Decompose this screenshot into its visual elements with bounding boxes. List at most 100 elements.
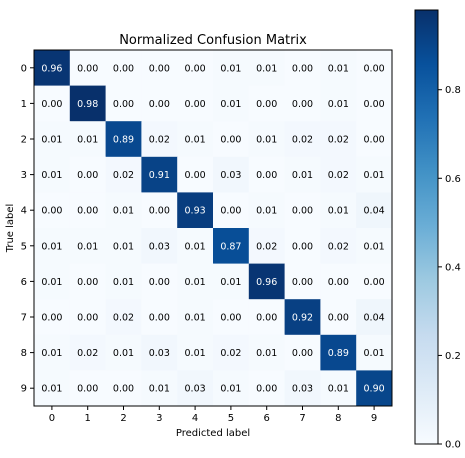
heatmap-cell [213, 228, 250, 264]
heatmap-cell [248, 156, 285, 193]
y-tick-label: 3 [21, 170, 27, 181]
cell-value-label: 0.03 [149, 241, 170, 252]
heatmap-cell [141, 228, 178, 264]
cell-value-label: 0.89 [113, 135, 134, 146]
heatmap-cell [356, 370, 393, 407]
cell-value-label: 0.01 [328, 99, 349, 110]
x-tick-label: 5 [228, 413, 234, 424]
cell-value-label: 0.01 [113, 206, 134, 217]
y-tick-label: 0 [21, 63, 27, 74]
cell-value-label: 0.01 [185, 313, 206, 324]
cell-value-label: 0.01 [41, 135, 62, 146]
heatmap-cell [213, 121, 250, 158]
cell-value-label: 0.03 [292, 384, 313, 395]
heatmap-cell [320, 263, 357, 300]
cell-value-label: 0.00 [256, 313, 277, 324]
heatmap-cell [356, 192, 393, 229]
heatmap-cell [284, 50, 321, 86]
heatmap-cell [284, 370, 321, 407]
heatmap-cell [248, 263, 285, 300]
cell-value-label: 0.01 [41, 384, 62, 395]
cell-value-label: 0.00 [328, 313, 349, 324]
heatmap-cell [69, 156, 106, 193]
heatmap-cell [141, 299, 178, 336]
cell-value-label: 0.00 [292, 277, 313, 288]
heatmap-cell [213, 156, 250, 193]
heatmap-cell [177, 50, 214, 86]
heatmap-cell [177, 299, 214, 336]
colorbar-tick-label: 0.2 [445, 351, 461, 362]
cell-value-label: 0.00 [292, 99, 313, 110]
heatmap-cell [320, 192, 357, 229]
heatmap-cell [141, 370, 178, 407]
heatmap-cell [105, 50, 142, 86]
heatmap-cell [284, 156, 321, 193]
heatmap-cell [105, 263, 142, 300]
heatmap-cell [105, 299, 142, 336]
y-tick-label: 1 [21, 99, 27, 110]
cell-value-label: 0.00 [185, 63, 206, 74]
cell-value-label: 0.02 [328, 241, 349, 252]
heatmap-cell [248, 370, 285, 407]
cell-value-label: 0.98 [77, 99, 98, 110]
cell-value-label: 0.02 [113, 170, 134, 181]
cell-value-label: 0.01 [41, 241, 62, 252]
cell-value-label: 0.00 [185, 99, 206, 110]
cell-value-label: 0.02 [256, 241, 277, 252]
heatmap-cell [69, 121, 106, 158]
cell-value-label: 0.00 [220, 206, 241, 217]
cell-value-label: 0.00 [220, 313, 241, 324]
heatmap-cell [141, 156, 178, 193]
heatmap-cell [141, 121, 178, 158]
cell-value-label: 0.00 [292, 63, 313, 74]
heatmap-cell [141, 85, 178, 122]
cell-value-label: 0.04 [364, 206, 385, 217]
x-tick-label: 9 [371, 413, 377, 424]
cell-value-label: 0.01 [256, 206, 277, 217]
heatmap-cell [284, 263, 321, 300]
cell-value-label: 0.90 [364, 384, 385, 395]
heatmap-cell [356, 50, 393, 86]
cell-value-label: 0.01 [292, 170, 313, 181]
cell-value-label: 0.01 [256, 135, 277, 146]
heatmap-cell [34, 334, 71, 371]
colorbar [414, 9, 439, 445]
heatmap-cell [105, 121, 142, 158]
cell-value-label: 0.87 [220, 241, 241, 252]
cell-value-label: 0.00 [149, 206, 170, 217]
cell-value-label: 0.00 [77, 313, 98, 324]
cell-value-label: 0.02 [113, 313, 134, 324]
heatmap-cell [248, 192, 285, 229]
cell-value-label: 0.00 [292, 241, 313, 252]
heatmap-cell [284, 334, 321, 371]
cell-value-label: 0.01 [364, 348, 385, 359]
heatmap-cell [141, 263, 178, 300]
heatmap-cell [248, 299, 285, 336]
heatmap-cell [284, 121, 321, 158]
cell-value-label: 0.04 [364, 313, 385, 324]
cell-value-label: 0.01 [113, 241, 134, 252]
heatmap-cells [34, 50, 393, 407]
cell-value-label: 0.01 [185, 135, 206, 146]
x-tick-label: 8 [335, 413, 341, 424]
heatmap-cell [69, 192, 106, 229]
heatmap-cell [34, 299, 71, 336]
heatmap-cell [34, 228, 71, 264]
cell-value-label: 0.02 [77, 348, 98, 359]
cell-value-label: 0.00 [77, 170, 98, 181]
heatmap-cell [213, 299, 250, 336]
cell-value-label: 0.01 [364, 170, 385, 181]
cell-value-label: 0.93 [185, 206, 206, 217]
cell-value-label: 0.00 [77, 277, 98, 288]
heatmap-cell [356, 156, 393, 193]
x-tick-label: 6 [264, 413, 270, 424]
heatmap-cell [320, 85, 357, 122]
heatmap-cell [177, 228, 214, 264]
x-tick-label: 4 [192, 413, 198, 424]
cell-value-label: 0.01 [220, 277, 241, 288]
chart-title: Normalized Confusion Matrix [119, 33, 307, 48]
y-tick-label: 5 [21, 241, 27, 252]
heatmap-cell [34, 85, 71, 122]
y-tick-label: 9 [21, 384, 27, 395]
